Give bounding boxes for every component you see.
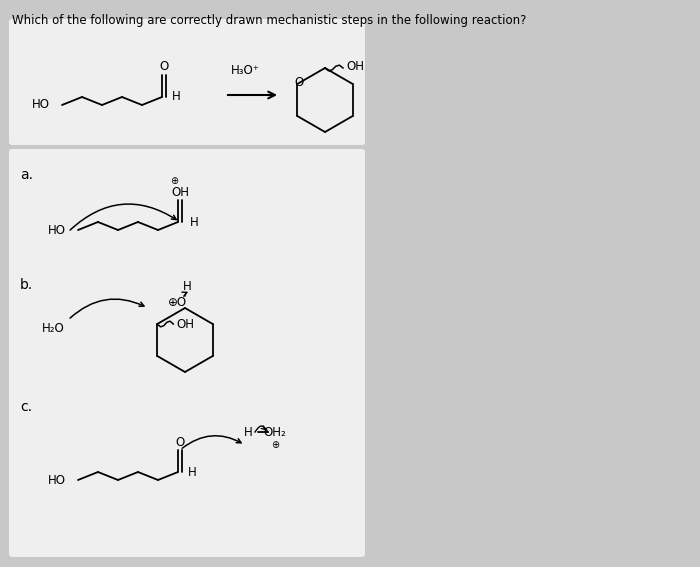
FancyBboxPatch shape bbox=[9, 19, 365, 145]
Text: HO: HO bbox=[32, 99, 50, 112]
Text: a.: a. bbox=[20, 168, 33, 182]
Text: c.: c. bbox=[20, 400, 32, 414]
Text: H: H bbox=[190, 215, 198, 229]
Text: HO: HO bbox=[48, 473, 66, 486]
Text: H₃O⁺: H₃O⁺ bbox=[230, 64, 260, 77]
Text: ⊕: ⊕ bbox=[170, 176, 178, 186]
Text: H: H bbox=[183, 281, 191, 294]
FancyBboxPatch shape bbox=[9, 149, 365, 557]
Text: OH₂: OH₂ bbox=[264, 425, 286, 438]
Text: ⊕O: ⊕O bbox=[167, 297, 187, 310]
Text: H: H bbox=[188, 466, 197, 479]
Text: b.: b. bbox=[20, 278, 34, 292]
Text: O: O bbox=[160, 61, 169, 74]
Text: Which of the following are correctly drawn mechanistic steps in the following re: Which of the following are correctly dra… bbox=[12, 14, 526, 27]
Text: H: H bbox=[244, 425, 253, 438]
Text: H: H bbox=[172, 91, 181, 104]
Text: H₂O: H₂O bbox=[42, 321, 64, 335]
Text: HO: HO bbox=[48, 223, 66, 236]
Text: OH: OH bbox=[176, 318, 195, 331]
Text: OH: OH bbox=[171, 185, 189, 198]
Text: ⊕: ⊕ bbox=[271, 440, 279, 450]
Text: O: O bbox=[295, 75, 304, 88]
Text: OH: OH bbox=[346, 60, 364, 73]
Text: O: O bbox=[176, 435, 185, 448]
